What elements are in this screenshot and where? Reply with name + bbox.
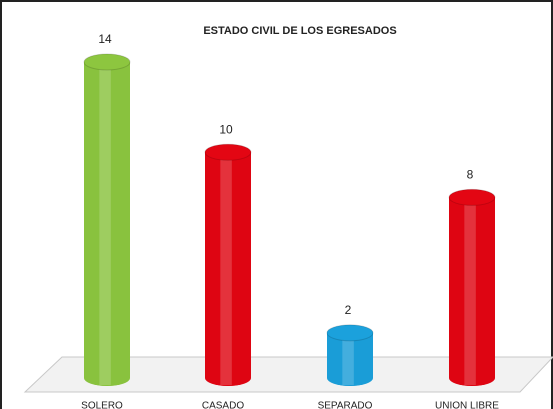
cylinder xyxy=(204,143,252,386)
cylinder-shade xyxy=(327,332,373,386)
cylinder-highlight xyxy=(220,152,232,385)
data-label: 10 xyxy=(219,122,233,136)
data-label: 14 xyxy=(98,32,112,46)
data-label: 8 xyxy=(467,168,474,182)
cylinder-shade xyxy=(205,152,251,386)
cylinder-top xyxy=(448,188,496,206)
cylinder-top xyxy=(83,53,131,71)
cylinder-shade xyxy=(84,62,130,386)
x-tick-label: SEPARADO xyxy=(318,401,373,409)
data-label: 2 xyxy=(345,303,352,317)
cylinder-highlight xyxy=(342,332,354,385)
chart-title: ESTADO CIVIL DE LOS EGRESADOS xyxy=(203,25,396,37)
cylinder-top xyxy=(204,143,252,161)
cylinder-highlight xyxy=(99,62,111,385)
cylinder-highlight xyxy=(464,197,476,385)
cylinder xyxy=(83,53,131,386)
x-tick-label: SOLERO xyxy=(81,401,123,409)
floor xyxy=(23,356,553,393)
cylinder xyxy=(326,324,374,386)
x-tick-label: CASADO xyxy=(202,401,244,409)
cylinder-top xyxy=(326,324,374,342)
cylinder xyxy=(448,188,496,386)
x-tick-label: UNION LIBRE xyxy=(435,401,499,409)
cylinder-shade xyxy=(449,197,495,386)
